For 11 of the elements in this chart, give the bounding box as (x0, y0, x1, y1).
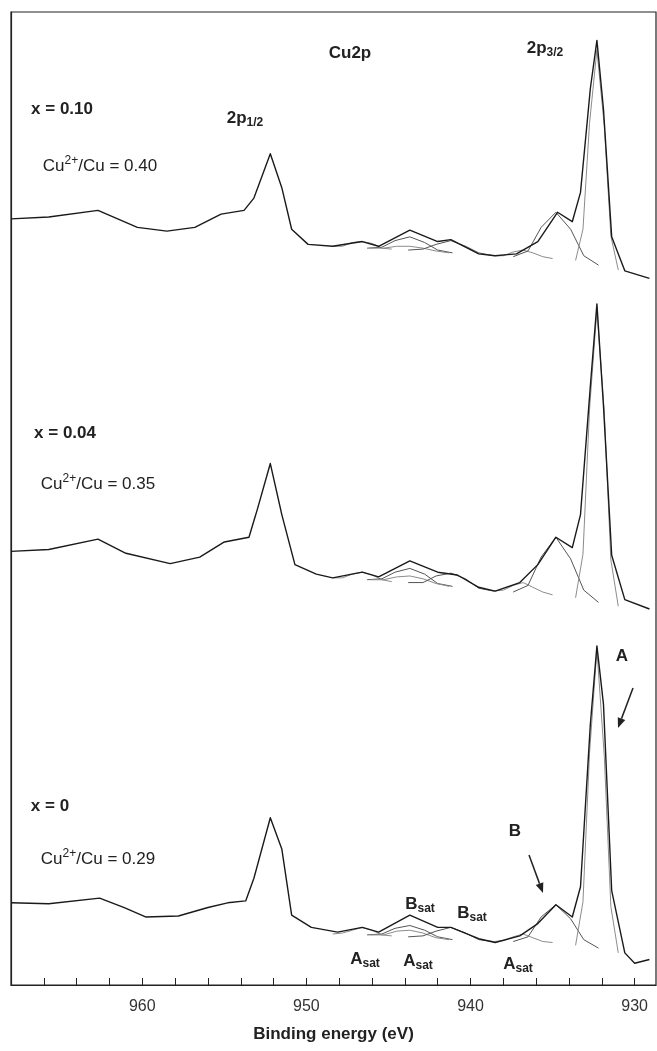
x-tick-label: 940 (457, 996, 484, 1014)
annotation: x = 0.10 (31, 98, 93, 118)
annotation: B (508, 820, 522, 840)
x-tick-label: 950 (293, 996, 320, 1014)
x-tick-label: 960 (128, 996, 156, 1014)
annotation: A (615, 645, 629, 665)
annotation: Cu2p (328, 42, 372, 62)
annotation: x = 0 (30, 795, 70, 815)
x-tick-label: 930 (621, 996, 649, 1014)
x-axis-title: Binding energy (eV) (253, 1024, 414, 1043)
annotation: x = 0.04 (34, 422, 97, 442)
